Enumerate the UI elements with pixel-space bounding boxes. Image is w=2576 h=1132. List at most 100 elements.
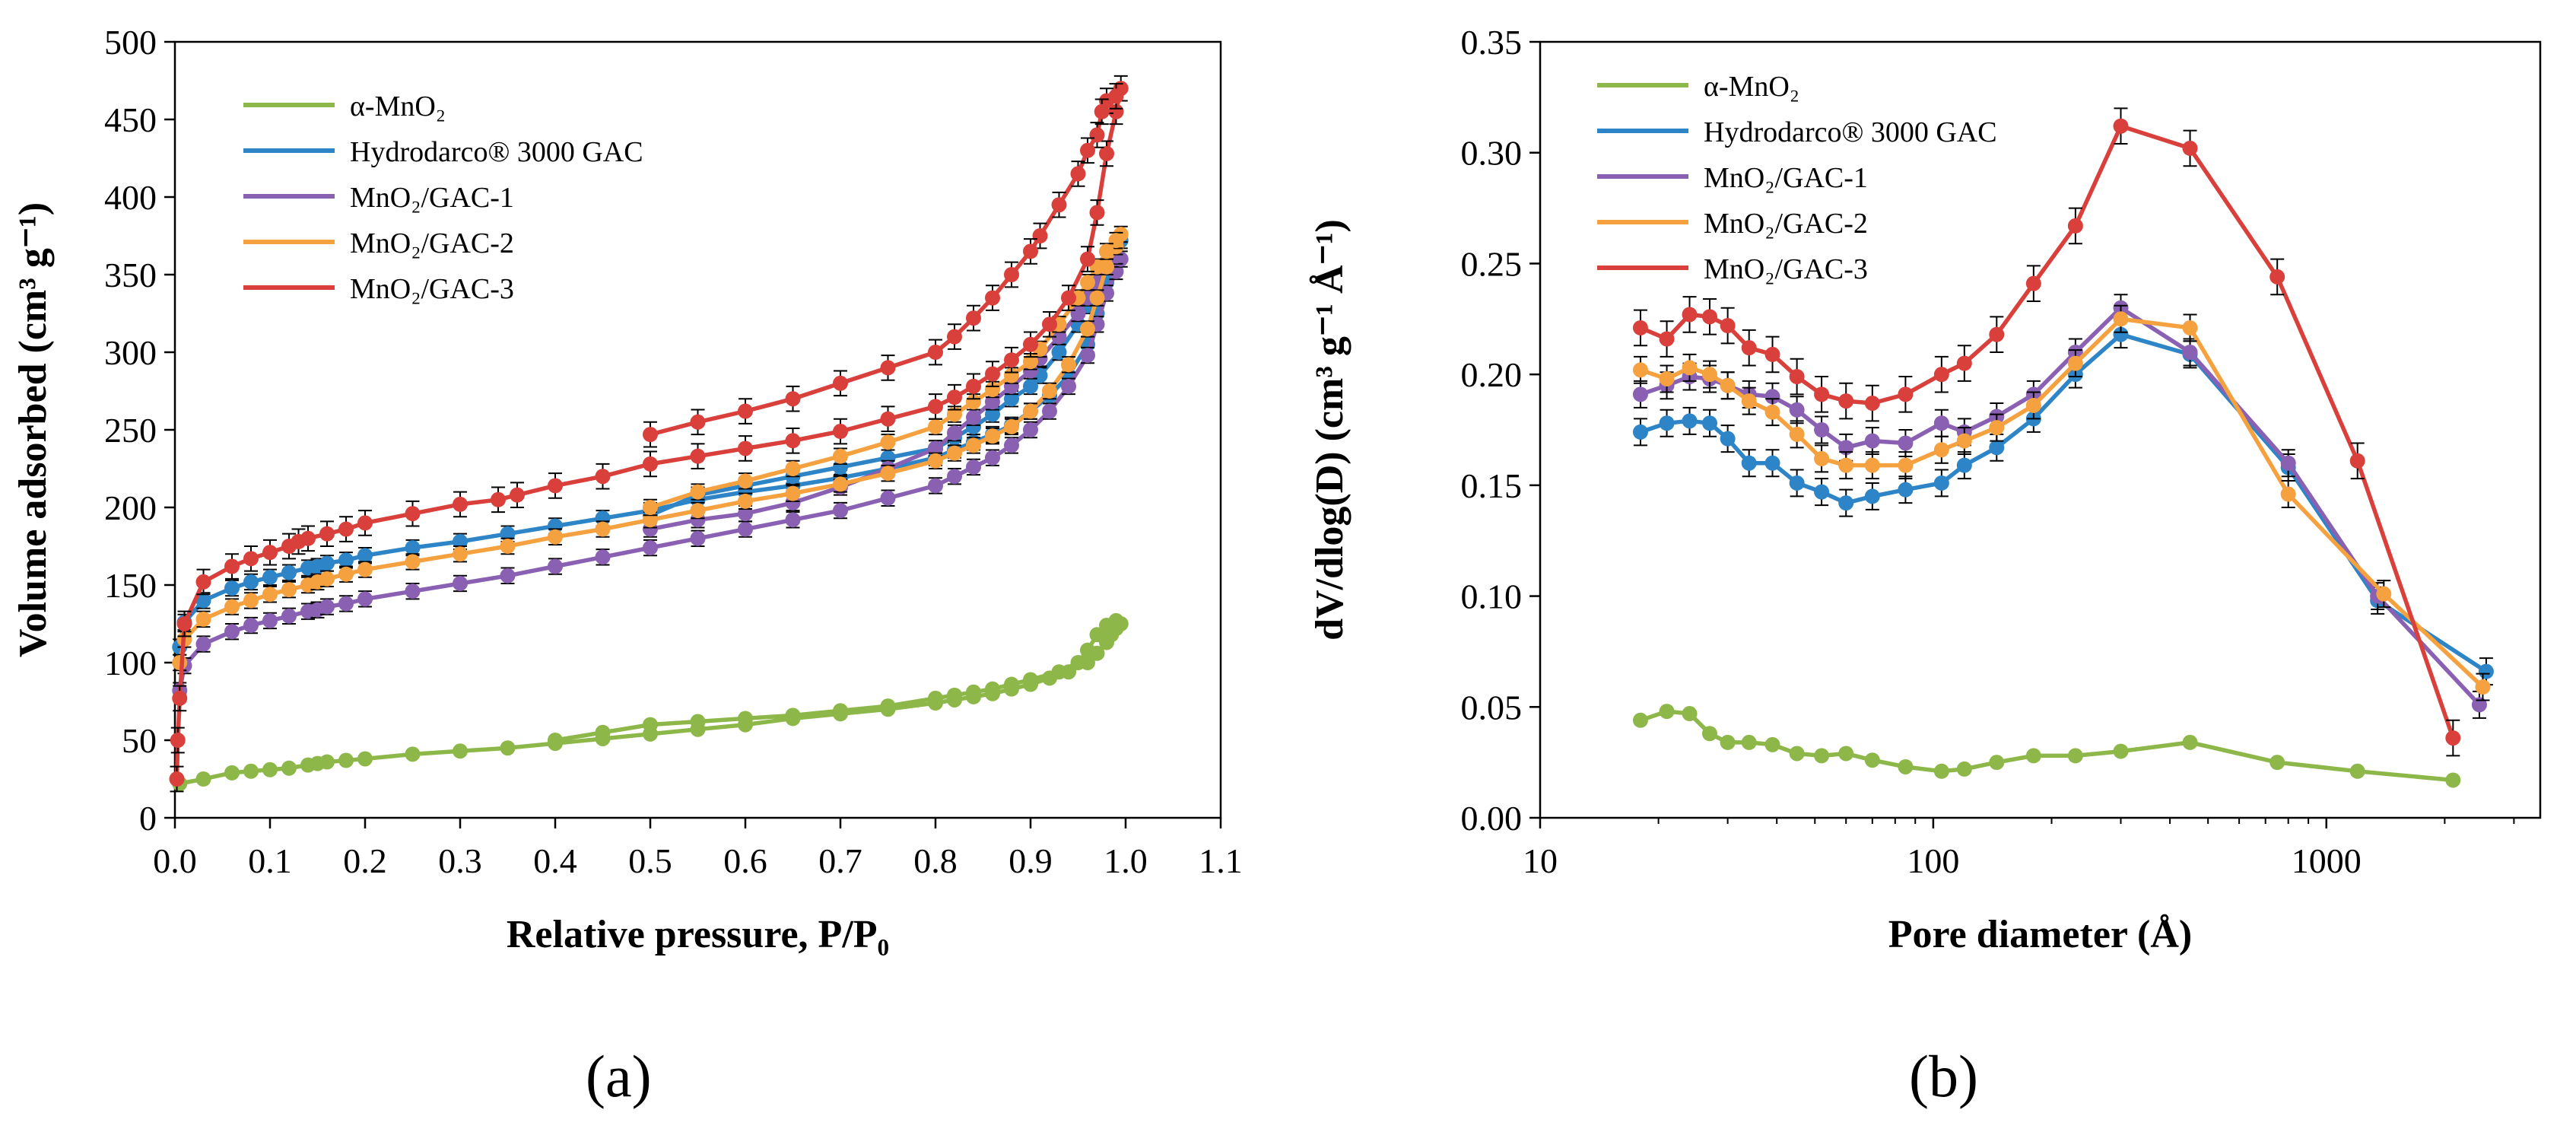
data-point — [1701, 309, 1717, 325]
y-tick-label: 100 — [104, 644, 157, 682]
data-point — [966, 310, 981, 326]
data-point — [338, 566, 354, 582]
data-point — [262, 612, 278, 628]
series-b-mno2-gac-2 — [1632, 304, 2491, 701]
plot-frame-b — [1539, 40, 2542, 819]
data-point — [500, 568, 516, 583]
data-point — [985, 406, 1000, 422]
data-point — [1741, 734, 1757, 750]
data-point — [176, 616, 192, 631]
data-point — [738, 521, 753, 537]
data-point — [1789, 369, 1805, 385]
data-point — [985, 394, 1000, 410]
data-point — [2280, 455, 2296, 471]
y-tick-label: 450 — [104, 100, 157, 139]
data-point — [1080, 321, 1095, 337]
data-point — [1070, 166, 1086, 182]
data-point — [1032, 228, 1048, 243]
data-point — [491, 491, 506, 507]
data-point — [1659, 415, 1675, 431]
data-point — [1004, 418, 1019, 434]
data-point — [880, 360, 896, 376]
data-point — [1004, 352, 1019, 368]
data-point — [224, 765, 240, 781]
data-point — [690, 414, 706, 430]
data-point — [1933, 763, 1949, 779]
data-point — [643, 427, 658, 443]
data-point — [738, 440, 753, 456]
data-point — [947, 329, 962, 345]
data-point — [2376, 586, 2392, 602]
data-point — [1933, 475, 1949, 491]
data-point — [928, 440, 943, 456]
data-point — [1838, 746, 1854, 762]
data-point — [2445, 772, 2461, 788]
data-point — [548, 733, 563, 748]
data-point — [985, 450, 1000, 466]
data-point — [1080, 642, 1095, 658]
data-point — [169, 771, 185, 787]
legend-label: Hydrodarco® 3000 GAC — [350, 136, 643, 168]
data-point — [281, 608, 297, 624]
data-point — [243, 763, 259, 779]
data-point — [1764, 455, 1780, 471]
series-a-mno2-gac-1 — [172, 247, 1129, 699]
y-tick-label: 150 — [104, 566, 157, 605]
series-b-mno2-gac-1 — [1632, 294, 2487, 719]
data-point — [880, 411, 896, 427]
data-point — [985, 428, 1000, 444]
data-point — [785, 433, 801, 449]
legend-label: α-MnO₂ — [350, 91, 446, 122]
y-tick-label: 0.20 — [1461, 355, 1523, 394]
series-a-a-mno2 — [172, 612, 1129, 792]
x-axis-title-a: Relative pressure, P/P₀ — [507, 913, 889, 956]
data-point — [1898, 435, 1914, 451]
data-point — [595, 724, 611, 740]
data-point — [595, 469, 611, 485]
data-point — [195, 636, 211, 652]
data-point — [319, 754, 335, 770]
data-point — [1989, 420, 2005, 436]
x-tick-label: 0.9 — [1008, 841, 1053, 880]
data-point — [548, 558, 563, 574]
data-point — [338, 596, 354, 612]
x-tick-label: 0.0 — [153, 841, 197, 880]
data-point — [643, 717, 658, 733]
panel-label-b: (b) — [1909, 1043, 1978, 1109]
data-point — [1933, 415, 1949, 431]
series-line — [1640, 709, 2454, 783]
data-point — [785, 708, 801, 723]
data-point — [1720, 377, 1736, 393]
data-point — [1682, 706, 1698, 722]
x-tick-label: 0.3 — [438, 841, 482, 880]
data-point — [2182, 345, 2198, 360]
x-tick-label: 10 — [1523, 841, 1558, 880]
data-point — [2113, 118, 2129, 134]
data-point — [243, 618, 259, 634]
data-point — [1989, 755, 2005, 771]
y-tick-label: 0.05 — [1461, 688, 1523, 727]
data-point — [1956, 457, 1972, 473]
data-point — [928, 418, 943, 434]
data-point — [947, 425, 962, 441]
data-point — [928, 399, 943, 415]
data-point — [319, 526, 335, 542]
data-point — [1080, 251, 1095, 267]
data-point — [1632, 320, 1648, 335]
data-point — [985, 290, 1000, 306]
data-point — [2445, 730, 2461, 746]
data-point — [1632, 424, 1648, 440]
data-point — [2182, 140, 2198, 156]
data-point — [548, 529, 563, 545]
data-point — [1099, 145, 1114, 161]
data-point — [1632, 362, 1648, 378]
data-point — [690, 714, 706, 730]
data-point — [1741, 340, 1757, 356]
data-point — [500, 539, 516, 554]
data-point — [1898, 482, 1914, 498]
data-point — [1956, 355, 1972, 371]
data-point — [281, 582, 297, 598]
series-line — [1639, 123, 2455, 739]
data-point — [500, 526, 516, 542]
data-point — [833, 476, 848, 492]
